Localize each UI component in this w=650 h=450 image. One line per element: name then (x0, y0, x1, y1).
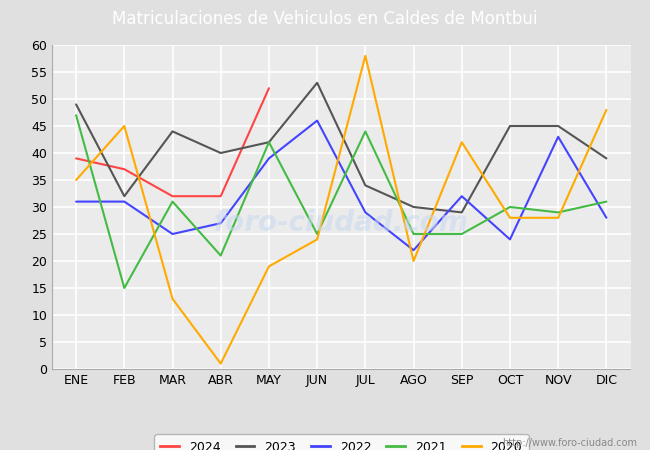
Legend: 2024, 2023, 2022, 2021, 2020: 2024, 2023, 2022, 2021, 2020 (154, 434, 528, 450)
Text: Matriculaciones de Vehiculos en Caldes de Montbui: Matriculaciones de Vehiculos en Caldes d… (112, 10, 538, 28)
Text: http://www.foro-ciudad.com: http://www.foro-ciudad.com (502, 438, 637, 448)
Text: foro-ciudad.com: foro-ciudad.com (214, 209, 469, 237)
